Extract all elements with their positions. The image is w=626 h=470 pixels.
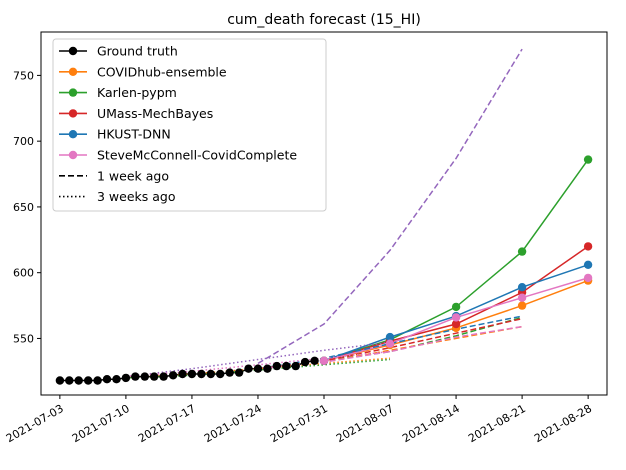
x-tick-label: 2021-07-31 [268,402,330,445]
point-ground-truth [84,376,93,385]
point-ground-truth [291,361,300,371]
point-stevemcconnell-covidcomplete [385,339,395,348]
legend-marker-karlen-pypm [68,88,78,97]
point-stevemcconnell-covidcomplete [319,356,329,365]
plot-area [55,48,593,385]
legend-label-1-week-ago: 1 week ago [97,168,169,183]
legend-marker-umass-mechbayes [68,109,78,118]
point-ground-truth [187,369,197,379]
point-ground-truth [159,372,168,381]
point-ground-truth [234,368,244,377]
point-ground-truth [206,369,215,379]
point-ground-truth [74,376,83,385]
y-tick-label: 600 [13,267,34,280]
point-karlen-pypm [451,302,461,312]
point-ground-truth [121,373,131,383]
point-hkust-dnn [385,332,395,342]
legend-label-3-weeks-ago: 3 weeks ago [97,189,176,204]
x-tick-label: 2021-07-24 [202,402,264,445]
legend-box [52,38,327,212]
legend-marker-ground-truth [68,46,78,56]
y-tick-label: 550 [13,332,34,345]
point-ground-truth [140,372,149,381]
point-ground-truth [178,369,187,379]
y-axis: 550 600 650 700 750 [13,69,41,345]
x-tick-label: 2021-08-28 [532,402,594,445]
point-ground-truth [168,371,178,380]
legend-label-hkust-dnn: HKUST-DNN [97,127,171,142]
point-ground-truth [253,364,263,373]
point-ground-truth [272,361,281,371]
y-tick-label: 700 [13,135,34,148]
legend-marker-hkust-dnn [68,130,78,139]
legend-label-karlen-pypm: Karlen-pypm [97,85,177,100]
point-covidhub-ensemble [517,301,527,310]
x-axis: 2021-07-03 2021-07-10 2021-07-17 2021-07-24… [4,395,594,445]
forecast-line-dotted-12 [125,341,391,378]
point-ground-truth [102,375,112,384]
point-ground-truth [93,376,102,385]
point-stevemcconnell-covidcomplete [451,313,461,322]
x-tick-label: 2021-07-17 [136,402,198,445]
point-umass-mechbayes [583,242,593,251]
point-ground-truth [131,372,140,381]
point-stevemcconnell-covidcomplete [517,293,527,302]
point-ground-truth [300,357,310,367]
legend-label-stevemcconnell-covidcomplete: SteveMcConnell-CovidComplete [97,148,297,163]
x-tick-label: 2021-07-10 [70,402,132,445]
legend-label-ground-truth: Ground truth [97,44,178,59]
point-ground-truth [244,364,253,373]
point-hkust-dnn [517,283,527,292]
point-ground-truth [150,372,159,381]
legend-marker-stevemcconnell-covidcomplete [68,150,78,160]
point-stevemcconnell-covidcomplete [583,273,593,283]
y-tick-label: 750 [13,69,34,82]
point-ground-truth [197,369,206,379]
point-ground-truth [55,376,65,385]
point-ground-truth [216,369,225,379]
forecast-line-dashed-6 [257,48,523,365]
point-karlen-pypm [517,247,527,256]
x-tick-label: 2021-08-21 [466,402,528,445]
legend-label-covidhub-ensemble: COVIDhub-ensemble [97,64,227,79]
point-karlen-pypm [583,155,593,164]
point-hkust-dnn [583,260,593,269]
legend: Ground truth COVIDhub-ensemble Karlen-pypm… [52,38,327,212]
point-umass-mechbayes [451,319,461,329]
x-tick-label: 2021-08-14 [400,402,462,445]
point-ground-truth [65,376,74,385]
x-tick-label: 2021-07-03 [4,402,66,445]
point-ground-truth [263,364,272,373]
point-ground-truth [282,361,291,371]
point-ground-truth [225,368,234,377]
point-ground-truth [310,356,319,365]
y-tick-label: 650 [13,201,34,214]
legend-marker-covidhub-ensemble [68,67,78,77]
chart-title: cum_death forecast (15_HI) [227,12,421,28]
point-ground-truth [112,375,121,384]
x-tick-label: 2021-08-07 [334,402,396,445]
legend-label-umass-mechbayes: UMass-MechBayes [97,106,213,121]
